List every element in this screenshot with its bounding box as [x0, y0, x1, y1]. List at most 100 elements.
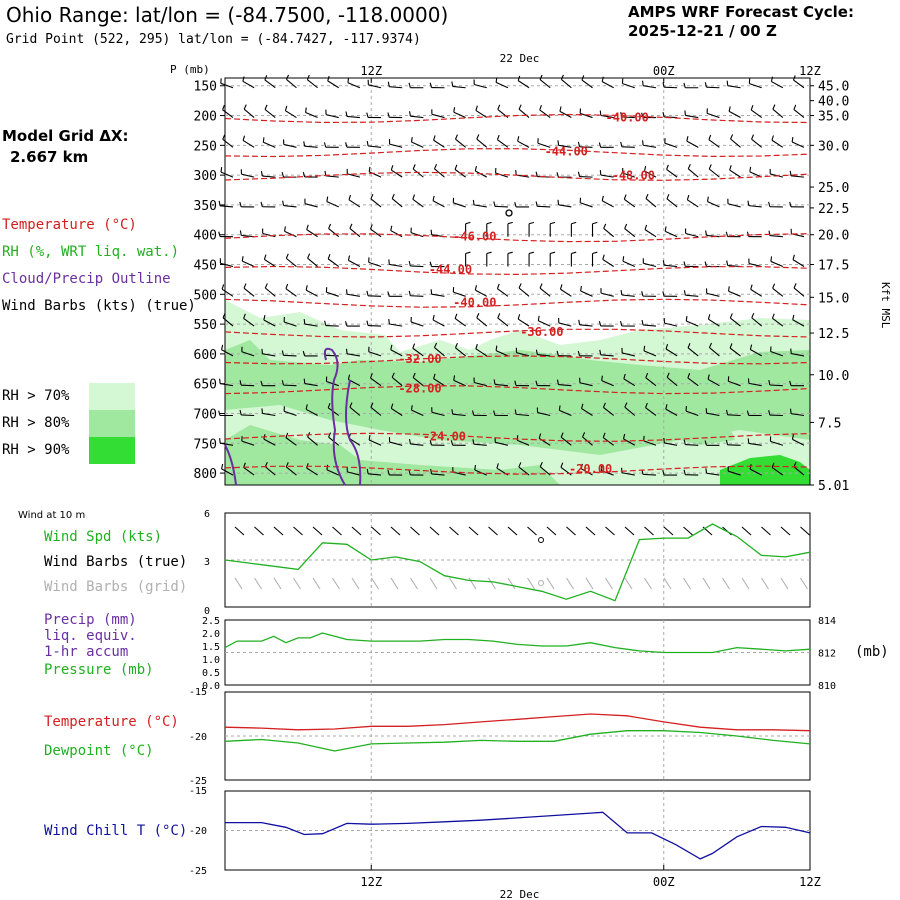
wind-barb-staff [581, 408, 593, 416]
wind-barb-staff [748, 382, 762, 387]
wind-barb-feather [241, 256, 244, 262]
wind-barb [645, 193, 657, 208]
wind-barb-feather [218, 410, 221, 416]
wind-barb [792, 75, 805, 89]
wind-barb-feather [263, 254, 267, 260]
surface-wind-barb-staff [449, 526, 459, 536]
temp-ytick: -20 [189, 732, 207, 743]
wind-barb-staff [539, 109, 551, 118]
wind-barb-staff [645, 407, 657, 416]
wind-barb [641, 319, 657, 327]
wind-barb [683, 290, 699, 297]
wind-barb-feather [772, 104, 776, 110]
surface-grid-barb [351, 577, 360, 590]
wind-barb-staff [664, 86, 678, 89]
wind-barb-feather [507, 251, 513, 255]
wind-barb-staff [623, 198, 636, 208]
wind-barb-feather [432, 195, 435, 201]
wind-barb-feather [538, 433, 542, 439]
wind-chill-line [225, 811, 811, 860]
wind-barb-feather [476, 134, 480, 140]
wind-barb-feather [598, 142, 602, 148]
pressure-level-label: 800 [194, 467, 217, 482]
surface-grid-barb [702, 577, 711, 590]
wind-barb [218, 410, 234, 417]
wind-barb [579, 108, 593, 119]
wind-barb-feather [770, 256, 773, 262]
wind-barb [408, 260, 424, 268]
wind-barb [475, 105, 488, 119]
wind-barb [495, 167, 509, 178]
wind-barb-feather [705, 468, 708, 474]
wind-barb-feather [221, 344, 224, 350]
wind-barb [535, 349, 551, 357]
wind-barb [602, 402, 615, 416]
wind-barb-staff [539, 466, 551, 476]
wind-barb [304, 198, 318, 208]
surface-grid-barb-staff [663, 577, 672, 590]
wind-barb-feather [620, 141, 623, 147]
wind-barb-feather [683, 261, 686, 267]
wind-barb-staff [687, 199, 699, 208]
wind-barb [366, 320, 382, 327]
surface-grid-barb-staff [585, 577, 594, 590]
wind-barb-staff [687, 347, 699, 357]
wind-barb [239, 230, 255, 238]
pressure-legend: Pressure (mb) [44, 662, 154, 678]
wind-barb-feather [263, 314, 266, 321]
wind-barb-feather [475, 105, 478, 111]
rh-80-lower-region [225, 425, 560, 485]
wind-barb [580, 403, 593, 416]
wind-barb-staff [304, 203, 318, 208]
surface-wind-barb [468, 526, 479, 536]
wind-barb [557, 140, 572, 148]
height-label: 20.0 [818, 229, 849, 244]
wind-barb-feather [528, 251, 535, 255]
wind-barb-feather [348, 194, 352, 200]
wind-barb-staff [560, 288, 572, 297]
wind-barb [476, 312, 488, 327]
wind-barb-feather [305, 285, 308, 291]
surface-wind-barb [293, 526, 303, 536]
wind-barb [728, 106, 741, 119]
wind-panel-title: Wind at 10 m [18, 510, 86, 521]
wind-barb [601, 76, 614, 89]
wind-barb [578, 319, 593, 327]
wind-barb-feather [771, 462, 775, 468]
wind-barb [472, 199, 487, 208]
wind-barb-staff [410, 115, 424, 119]
wind-barb [768, 201, 783, 208]
wind-barb [408, 82, 424, 89]
wind-barb-feather [451, 81, 454, 87]
wind-barb [475, 343, 488, 357]
wind-barb [240, 169, 255, 178]
wind-barb-feather [750, 284, 753, 290]
wind-barb-feather [601, 195, 604, 201]
wind-barb-staff [560, 436, 572, 446]
wind-barb-feather [599, 170, 602, 176]
wind-barb [285, 74, 297, 89]
wind-barb-staff [328, 228, 340, 238]
wind-barb [473, 377, 487, 387]
wind-barb-feather [433, 373, 436, 379]
wind-barb-feather [704, 82, 707, 88]
surface-grid-barb-staff [761, 577, 769, 590]
wind-barbs-true-legend: Wind Barbs (true) [44, 554, 188, 570]
surface-wind-barb-staff [624, 526, 635, 536]
wind-barb-staff [580, 468, 593, 476]
surface-grid-barb [273, 577, 282, 590]
wind-barb [346, 168, 361, 178]
wind-barb-staff [474, 469, 487, 476]
surface-grid-barb-staff [312, 577, 321, 590]
pressure-level-label: 350 [194, 199, 217, 214]
wind-barb [368, 257, 382, 268]
wind-barb [683, 261, 699, 268]
wind-barb-feather [387, 291, 390, 297]
wind-barb [284, 226, 297, 238]
wind-barb-feather [264, 283, 268, 289]
surface-grid-barb-staff [546, 577, 555, 590]
wind-barb-staff [346, 353, 360, 357]
wind-barb-feather [622, 433, 626, 440]
wind-barb-feather [704, 440, 707, 446]
wind-barb [514, 409, 530, 417]
